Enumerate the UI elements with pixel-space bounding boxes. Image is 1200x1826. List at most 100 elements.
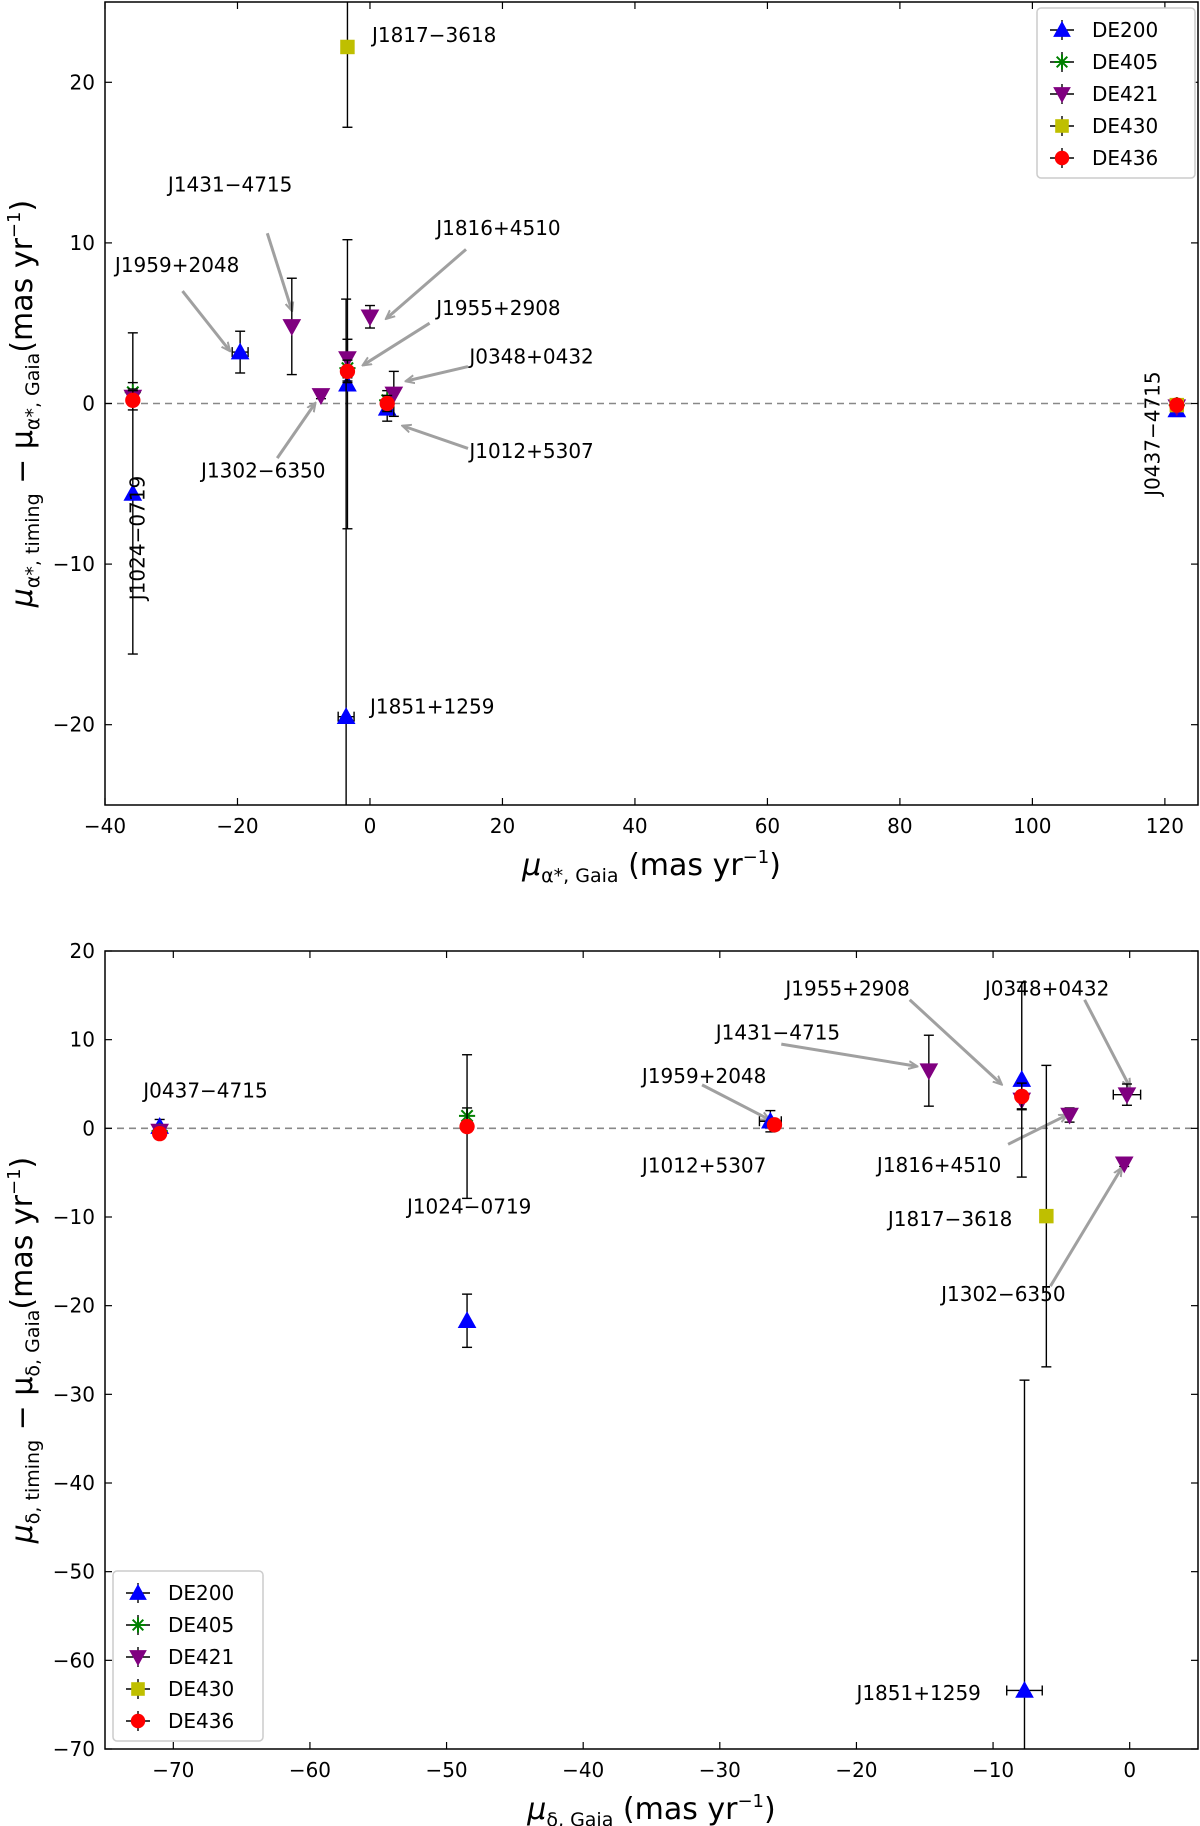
data-point-de200 (230, 342, 250, 360)
data-point-de421 (384, 386, 404, 404)
plot-frame (104, 950, 1199, 1750)
y-axis-label: μα*, timing − μα*, Gaia(mas yr−1) (4, 200, 44, 608)
y-tick-label: −30 (53, 1382, 95, 1406)
data-point-de436 (766, 1117, 783, 1133)
data-point-de200 (123, 483, 143, 501)
y-tick-label: −70 (53, 1737, 95, 1761)
annotation-label: J0348+0432 (983, 976, 1109, 1000)
series-de405 (124, 354, 1185, 414)
annotation-arrow (275, 404, 315, 459)
x-tick-label: −10 (972, 1758, 1014, 1782)
annotation-arrow (265, 232, 292, 310)
x-tick-label: −50 (425, 1758, 467, 1782)
annotation-arrow (1049, 1168, 1121, 1287)
legend-label-de421: DE421 (1092, 82, 1158, 106)
y-axis-label: μδ, timing − μδ, Gaia(mas yr−1) (4, 1157, 44, 1545)
legend-marker-de430 (131, 1682, 145, 1696)
legend-label-de436: DE436 (168, 1709, 234, 1733)
x-tick-label: 0 (364, 814, 377, 838)
legend-marker-de200 (129, 1583, 147, 1600)
annotation-label: J0437−4715 (141, 1078, 267, 1102)
legend-label-de200: DE200 (168, 1581, 234, 1605)
data-point-de421 (311, 388, 331, 405)
legend-box (112, 1570, 264, 1742)
data-point-de436 (152, 1126, 168, 1142)
data-point-de421 (282, 319, 302, 336)
series-de200 (123, 238, 1187, 805)
x-tick-label: 0 (1123, 1758, 1136, 1782)
annotation-label: J1851+1259 (854, 1681, 980, 1705)
data-point-de430 (1039, 1208, 1054, 1224)
x-tick-label: 100 (1013, 814, 1051, 838)
y-tick-label: −60 (53, 1648, 95, 1672)
y-tick-label: −50 (53, 1560, 95, 1584)
y-tick-label: 20 (70, 70, 95, 94)
annotation-label: J1955+2908 (434, 296, 560, 320)
legend-label-de405: DE405 (168, 1613, 234, 1637)
legend-marker-de200 (1053, 20, 1071, 37)
legend-marker-de405 (130, 1617, 146, 1633)
x-axis-label: μδ, Gaia (mas yr−1) (526, 1791, 775, 1826)
annotation-label: J1431−4715 (714, 1021, 840, 1045)
annotation-label: J1431−4715 (166, 173, 292, 197)
annotation-arrow (701, 1083, 769, 1120)
annotation-label: J1302−6350 (939, 1282, 1065, 1306)
bottom-panel-chart: −70 −60 −50 −40 −30 −20 −10 0 −70 −60 −50 −40 −30 −20… (4, 939, 1199, 1826)
x-tick-label: 40 (622, 814, 647, 838)
annotation-arrow (1007, 1115, 1067, 1146)
data-point-de436 (1169, 397, 1185, 413)
data-point-de436 (125, 392, 141, 408)
annotation-label: J1817−3618 (886, 1207, 1012, 1231)
legend-marker-de436 (1054, 150, 1070, 166)
y-tick-label: −20 (53, 713, 95, 737)
x-tick-label: −40 (84, 814, 126, 838)
data-point-de421 (338, 351, 357, 369)
x-tick-label: −70 (152, 1758, 194, 1782)
y-tick-label: 10 (70, 231, 95, 255)
legend-label-de436: DE436 (1092, 146, 1158, 170)
y-tick-label: 0 (82, 1116, 95, 1140)
data-point-de421 (360, 309, 380, 327)
annotation-arrow (363, 321, 431, 365)
legend-label-de405: DE405 (1092, 50, 1158, 74)
legend-marker-de421 (129, 1650, 147, 1667)
data-point-de436 (339, 363, 356, 380)
legend-label-de200: DE200 (1092, 18, 1158, 42)
annotation-label: J1024−0719 (405, 1194, 531, 1218)
data-point-de200 (457, 1311, 477, 1329)
annotation-arrow (403, 426, 469, 450)
annotation-label: J1012+5307 (467, 439, 593, 463)
legend-marker-de421 (1053, 87, 1071, 104)
y-tick-label: 0 (82, 392, 95, 416)
annotation-arrow (181, 290, 230, 350)
annotation-arrow (908, 998, 1002, 1084)
annotation-label: J1817−3618 (370, 23, 496, 47)
legend-label-de430: DE430 (168, 1677, 234, 1701)
series-de436 (125, 359, 1185, 413)
legend-label-de430: DE430 (1092, 114, 1158, 138)
annotation-label: J1012+5307 (640, 1154, 766, 1178)
y-tick-label: −10 (53, 552, 95, 576)
annotation-arrow (387, 248, 468, 318)
legend-marker-de436 (130, 1713, 146, 1729)
data-point-de200 (338, 374, 357, 392)
annotation-label: J1816+4510 (434, 216, 560, 240)
x-tick-label: 60 (755, 814, 780, 838)
x-tick-label: −20 (835, 1758, 877, 1782)
x-axis-label: μα*, Gaia (mas yr−1) (521, 847, 781, 887)
legend-label-de421: DE421 (168, 1645, 234, 1669)
x-tick-label: −20 (216, 814, 258, 838)
data-point-de421 (919, 1063, 939, 1081)
data-point-de436 (459, 1118, 475, 1135)
legend-box (1036, 7, 1196, 179)
plot-frame (104, 1, 1199, 806)
annotation-label: J0348+0432 (467, 344, 593, 368)
y-tick-label: −20 (53, 1294, 95, 1318)
data-point-de200 (1015, 1680, 1034, 1698)
series-de421 (123, 277, 1187, 418)
annotation-label: J1851+1259 (368, 694, 494, 718)
series-de421 (150, 1034, 1142, 1174)
data-point-de421 (1114, 1156, 1134, 1174)
data-point-de436 (379, 395, 395, 412)
